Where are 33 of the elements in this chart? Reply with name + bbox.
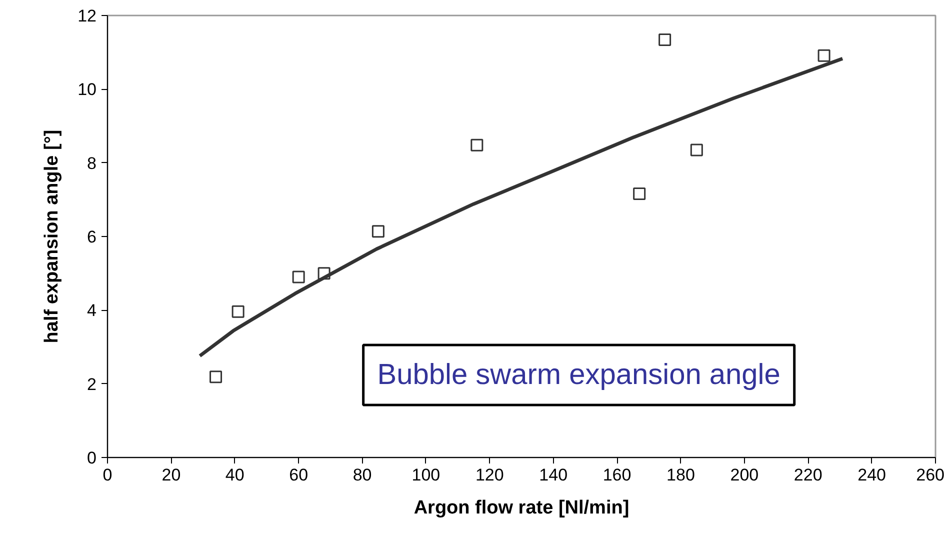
- point: [292, 270, 305, 284]
- point: [232, 305, 244, 318]
- y-tick-label: 2: [87, 374, 97, 394]
- point: [818, 49, 830, 62]
- y-tick-label: 0: [87, 448, 97, 468]
- x-tick-label: 240: [858, 466, 886, 484]
- point: [372, 225, 384, 238]
- y-tick-label: 12: [78, 6, 97, 26]
- x-tick-label: 40: [225, 466, 244, 484]
- y-tick-label: 4: [87, 301, 97, 320]
- point: [470, 138, 484, 152]
- x-tick-label: 60: [289, 466, 308, 484]
- y-axis-title: half expansion angle [°]: [42, 130, 63, 344]
- x-tick-label: 140: [539, 466, 568, 484]
- point: [633, 188, 646, 200]
- x-tick-label: 20: [162, 466, 181, 484]
- point: [690, 144, 703, 156]
- x-tick-label: 80: [352, 466, 372, 484]
- x-tick-label: 260: [916, 466, 944, 484]
- x-tick-label: 0: [102, 466, 112, 484]
- x-tick-label: 200: [730, 466, 759, 484]
- point: [658, 34, 672, 46]
- x-tick-label: 100: [412, 466, 440, 484]
- annotation: Bubble swarm expansion angle: [377, 358, 780, 391]
- x-tick-label: 160: [602, 466, 632, 484]
- x-tick-label: 180: [666, 466, 695, 484]
- y-tick-label: 8: [87, 154, 97, 173]
- y-tick-label: 6: [87, 228, 97, 246]
- x-tick-label: 120: [475, 466, 504, 484]
- y-tick-label: 10: [78, 80, 97, 100]
- point: [210, 370, 222, 384]
- x-tick-label: 220: [794, 466, 822, 484]
- x-axis-title: Argon flow rate [Nl/min]: [414, 498, 630, 518]
